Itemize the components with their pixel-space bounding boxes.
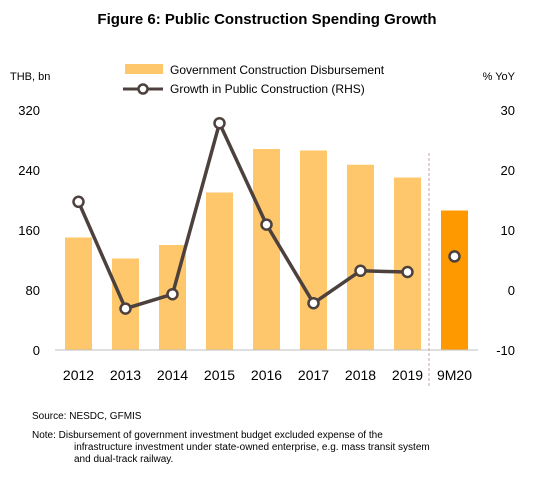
growth-point-2013 xyxy=(119,302,132,315)
x-axis-tick-labels: 2012 2013 2014 2015 2016 2017 2018 2019 9M20 xyxy=(63,367,472,383)
x-tick-label-2019: 2019 xyxy=(392,367,423,383)
legend-bar-label: Government Construction Disbursement xyxy=(170,63,385,77)
growth-point-2019 xyxy=(401,265,414,279)
bar-2019 xyxy=(394,177,421,350)
left-tick-label-3: 240 xyxy=(18,163,40,178)
line-series xyxy=(72,116,461,315)
growth-point-2017 xyxy=(307,296,320,310)
bar-2017 xyxy=(300,150,327,350)
bar-9M20 xyxy=(441,210,468,350)
x-tick-label-2015: 2015 xyxy=(204,367,235,383)
x-tick-label-2014: 2014 xyxy=(157,367,188,383)
right-tick-label-4: 30 xyxy=(501,103,515,118)
x-tick-label-2017: 2017 xyxy=(298,367,329,383)
growth-point-2018 xyxy=(354,264,367,278)
growth-point-2014 xyxy=(166,287,179,301)
bar-2016 xyxy=(253,149,280,350)
x-tick-label-2013: 2013 xyxy=(110,367,141,383)
x-tick-label-2018: 2018 xyxy=(345,367,376,383)
legend-line-label: Growth in Public Construction (RHS) xyxy=(170,82,365,96)
right-tick-label-3: 20 xyxy=(501,163,515,178)
growth-point-2015 xyxy=(213,116,226,130)
bar-2015 xyxy=(206,192,233,350)
x-tick-label-9M20: 9M20 xyxy=(437,367,472,383)
note-line-3: and dual-track railway. xyxy=(74,454,174,465)
left-axis-label: THB, bn xyxy=(10,71,50,83)
source-note: Source: NESDC, GFMIS xyxy=(32,411,142,422)
right-tick-label-1: 0 xyxy=(508,283,515,298)
left-tick-label-4: 320 xyxy=(18,103,40,118)
left-tick-label-0: 0 xyxy=(33,343,40,358)
left-tick-label-1: 80 xyxy=(26,283,40,298)
bar-2012 xyxy=(65,237,92,350)
note-line-2: infrastructure investment under state-ow… xyxy=(74,442,430,453)
right-axis-ticks: -10 0 10 20 30 xyxy=(496,103,515,358)
right-tick-label-0: -10 xyxy=(496,343,515,358)
x-tick-label-2016: 2016 xyxy=(251,367,282,383)
growth-point-2012 xyxy=(72,195,85,209)
x-tick-label-2012: 2012 xyxy=(63,367,94,383)
growth-point-2016 xyxy=(260,218,273,231)
legend-bar-swatch xyxy=(125,64,163,74)
bar-2018 xyxy=(347,164,374,350)
note-line-1: Note: Disbursement of government investm… xyxy=(32,430,383,441)
legend-line-marker xyxy=(137,83,149,95)
left-axis-ticks: 0 80 160 240 320 xyxy=(18,103,40,358)
growth-point-9M20 xyxy=(448,250,461,263)
legend: Government Construction Disbursement Gro… xyxy=(123,63,385,96)
right-tick-label-2: 10 xyxy=(501,223,515,238)
bar-series xyxy=(65,149,468,350)
right-axis-label: % YoY xyxy=(483,71,516,83)
chart-title: Figure 6: Public Construction Spending G… xyxy=(97,11,436,28)
left-tick-label-2: 160 xyxy=(18,223,40,238)
growth-polyline xyxy=(76,121,408,311)
